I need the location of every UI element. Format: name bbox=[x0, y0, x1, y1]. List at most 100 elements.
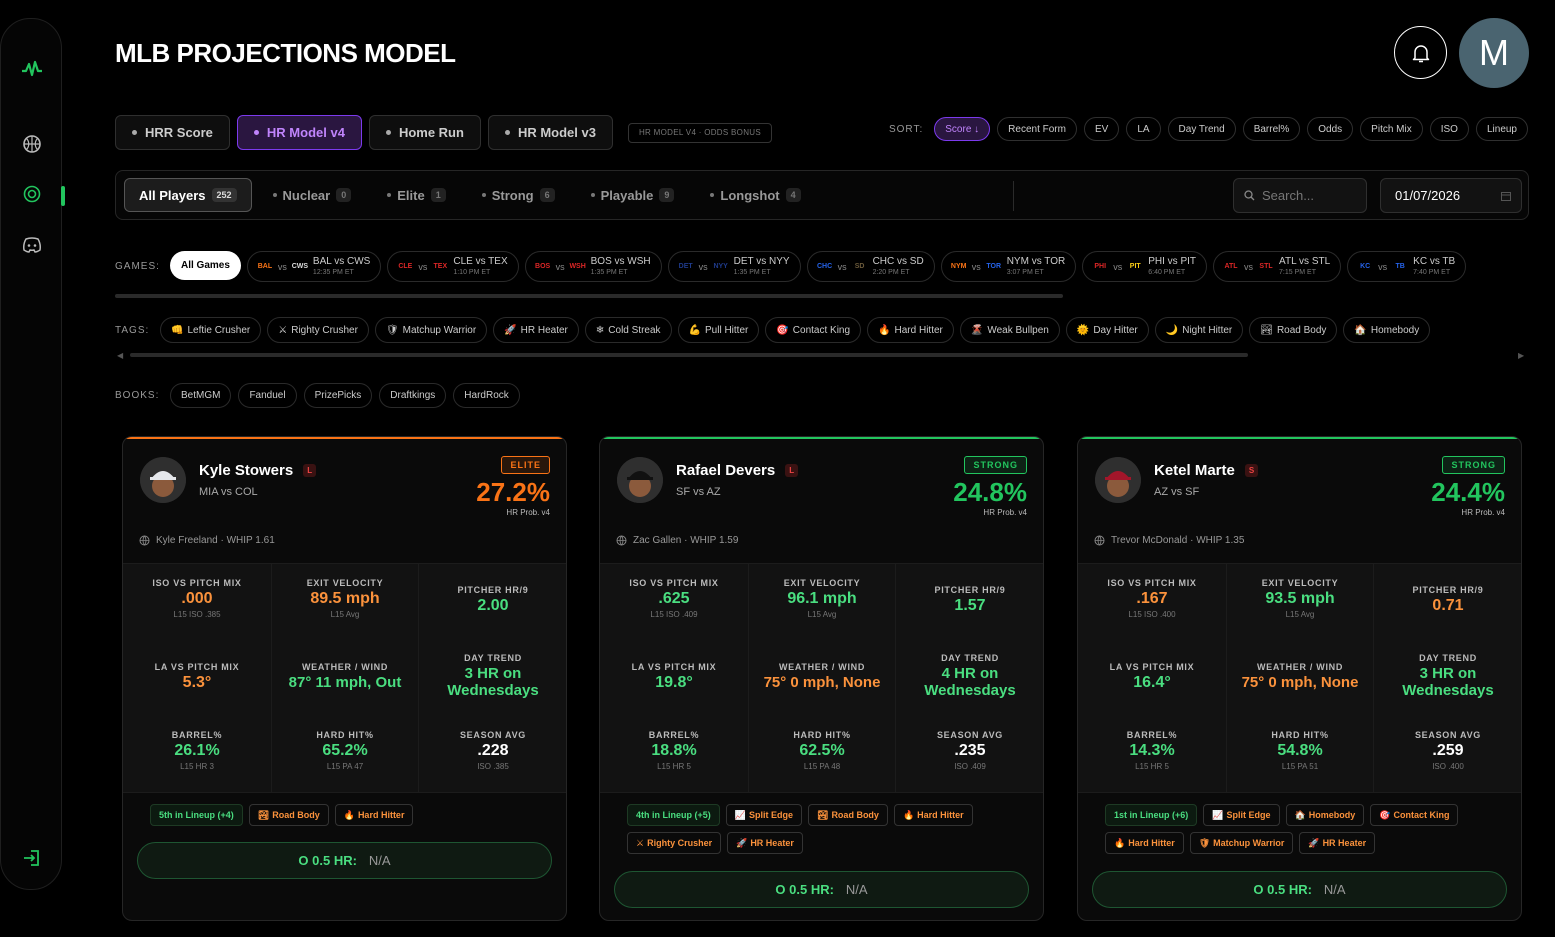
sort-ev[interactable]: EV bbox=[1083, 117, 1120, 141]
book-hardrock[interactable]: HardRock bbox=[453, 383, 520, 408]
tag-label: 5th in Lineup (+4) bbox=[159, 810, 234, 820]
stat-value: 96.1 mph bbox=[787, 590, 857, 607]
tab-hrr-score[interactable]: HRR Score bbox=[115, 115, 230, 150]
user-avatar[interactable]: M bbox=[1459, 18, 1529, 88]
basketball-icon[interactable] bbox=[20, 132, 44, 156]
team-logo-icon: STL bbox=[1259, 263, 1273, 270]
tag-chip[interactable]: 🎯 Contact King bbox=[765, 317, 862, 343]
tab-hr-model-v4[interactable]: HR Model v4 bbox=[236, 115, 362, 150]
tag-label: Road Body bbox=[831, 810, 879, 820]
tier-playable[interactable]: Playable 9 bbox=[576, 178, 690, 212]
book-fanduel[interactable]: Fanduel bbox=[238, 383, 297, 408]
sort-recent-form[interactable]: Recent Form bbox=[997, 117, 1077, 141]
game-time: 1:10 PM ET bbox=[453, 269, 491, 276]
scroll-right-icon[interactable]: ▶ bbox=[1518, 351, 1525, 360]
odds-bonus-badge: HR MODEL V4 · ODDS BONUS bbox=[627, 122, 772, 143]
player-tag: 📈 Split Edge bbox=[725, 804, 802, 826]
tag-chip[interactable]: 🛡 Matchup Warrior bbox=[374, 317, 488, 343]
target-icon[interactable] bbox=[20, 182, 44, 206]
sort-la[interactable]: LA bbox=[1126, 117, 1161, 141]
stat-value: 18.8% bbox=[651, 742, 697, 759]
stat-sub: ISO .409 bbox=[954, 762, 986, 772]
stat-value: .000 bbox=[181, 590, 213, 607]
discord-icon[interactable] bbox=[20, 233, 44, 257]
date-picker[interactable]: 01/07/2026 bbox=[1380, 178, 1522, 213]
search-input[interactable]: Search... bbox=[1233, 178, 1367, 213]
game-chip[interactable]: BAL vs CWS BAL vs CWS 12:35 PM ET bbox=[246, 251, 382, 282]
tier-longshot[interactable]: Longshot 4 bbox=[695, 178, 815, 212]
tag-chip[interactable]: ⚔ Righty Crusher bbox=[267, 317, 369, 343]
games-scrollbar[interactable] bbox=[115, 294, 1063, 298]
team-logo-icon: TOR bbox=[986, 263, 1002, 270]
stat-pitcher-hr9: PITCHER HR/9 1.57 bbox=[896, 585, 1043, 615]
player-avatar bbox=[140, 457, 186, 503]
tier-elite[interactable]: Elite 1 bbox=[372, 178, 460, 212]
over-hr-button[interactable]: O 0.5 HR: N/A bbox=[1092, 871, 1507, 908]
tag-label: 4th in Lineup (+5) bbox=[636, 810, 711, 820]
tag-label: Leftie Crusher bbox=[187, 324, 251, 336]
player-name: Kyle Stowers L bbox=[199, 462, 317, 479]
tag-chip[interactable]: 🌋 Weak Bullpen bbox=[959, 317, 1060, 343]
sort-barrel[interactable]: Barrel% bbox=[1242, 117, 1301, 141]
tag-icon: 🏞 bbox=[817, 809, 829, 820]
tag-chip[interactable]: 🌙 Night Hitter bbox=[1154, 317, 1244, 343]
game-chip[interactable]: DET vs NYY DET vs NYY 1:35 PM ET bbox=[667, 251, 801, 282]
sort-score[interactable]: Score ↓ bbox=[934, 117, 991, 141]
tag-chip[interactable]: 🔥 Hard Hitter bbox=[867, 317, 954, 343]
tag-icon: 👊 bbox=[171, 324, 184, 336]
player-tag: 🛡 Matchup Warrior bbox=[1189, 832, 1294, 854]
tab-hr-model-v3[interactable]: HR Model v3 bbox=[487, 115, 613, 150]
tag-chip[interactable]: 🏞 Road Body bbox=[1249, 317, 1338, 343]
tag-label: Homebody bbox=[1370, 324, 1420, 336]
tab-home-run[interactable]: Home Run bbox=[368, 115, 481, 150]
tier-nuclear[interactable]: Nuclear 0 bbox=[258, 178, 367, 212]
tag-chip[interactable]: 🏠 Homebody bbox=[1343, 317, 1431, 343]
tier-all-players[interactable]: All Players 252 bbox=[124, 178, 252, 212]
scroll-left-icon[interactable]: ◀ bbox=[117, 351, 124, 360]
tag-chip[interactable]: 💪 Pull Hitter bbox=[677, 317, 760, 343]
book-draftkings[interactable]: Draftkings bbox=[379, 383, 447, 408]
player-card[interactable]: Rafael Devers L SF vs AZ STRONG 24.8% HR Prob… bbox=[599, 436, 1044, 921]
logo-icon[interactable] bbox=[20, 57, 44, 81]
hr-probability: 24.8% bbox=[953, 477, 1027, 507]
tag-chip[interactable]: 🌞 Day Hitter bbox=[1065, 317, 1149, 343]
game-chip[interactable]: KC vs TB KC vs TB 7:40 PM ET bbox=[1347, 251, 1467, 282]
over-hr-label: O 0.5 HR: bbox=[298, 853, 357, 868]
book-betmgm[interactable]: BetMGM bbox=[170, 383, 232, 408]
game-chip[interactable]: CLE vs TEX CLE vs TEX 1:10 PM ET bbox=[387, 251, 519, 282]
game-chip[interactable]: PHI vs PIT PHI vs PIT 6:40 PM ET bbox=[1082, 251, 1208, 282]
all-games-button[interactable]: All Games bbox=[170, 251, 241, 280]
over-hr-button[interactable]: O 0.5 HR: N/A bbox=[614, 871, 1029, 908]
game-chip[interactable]: BOS vs WSH BOS vs WSH 1:35 PM ET bbox=[524, 251, 662, 282]
tag-label: Righty Crusher bbox=[291, 324, 358, 336]
handedness-badge: L bbox=[785, 464, 799, 477]
team-logo-icon: BOS bbox=[535, 263, 551, 270]
over-hr-button[interactable]: O 0.5 HR: N/A bbox=[137, 842, 552, 879]
player-card[interactable]: Ketel Marte S AZ vs SF STRONG 24.4% HR Prob. … bbox=[1077, 436, 1522, 921]
stat-weather: WEATHER / WIND 75° 0 mph, None bbox=[1227, 662, 1373, 691]
stat-column: ISO VS PITCH MIX .167 L15 ISO .400 LA VS PI… bbox=[1078, 564, 1226, 792]
logout-icon[interactable] bbox=[20, 846, 44, 870]
tag-chip[interactable]: 🚀 HR Heater bbox=[493, 317, 579, 343]
tags-scrollbar[interactable] bbox=[130, 353, 1248, 357]
stat-column: PITCHER HR/9 0.71 DAY TREND 3 HR on Wednesd… bbox=[1374, 564, 1521, 792]
book-prizepicks[interactable]: PrizePicks bbox=[303, 383, 373, 408]
sort-pitch-mix[interactable]: Pitch Mix bbox=[1360, 117, 1423, 141]
tier-strong[interactable]: Strong 6 bbox=[467, 178, 570, 212]
game-chip[interactable]: CHC vs SD CHC vs SD 2:20 PM ET bbox=[806, 251, 935, 282]
sort-iso[interactable]: ISO bbox=[1429, 117, 1469, 141]
stat-label: LA VS PITCH MIX bbox=[154, 662, 240, 672]
search-icon bbox=[1244, 190, 1255, 201]
tag-chip[interactable]: ❄ Cold Streak bbox=[584, 317, 672, 343]
sort-day-trend[interactable]: Day Trend bbox=[1167, 117, 1236, 141]
card-accent bbox=[1078, 437, 1521, 439]
stat-sub: L15 ISO .400 bbox=[1128, 610, 1176, 620]
sort-odds[interactable]: Odds bbox=[1307, 117, 1354, 141]
notifications-button[interactable] bbox=[1394, 26, 1447, 79]
game-chip[interactable]: ATL vs STL ATL vs STL 7:15 PM ET bbox=[1213, 251, 1342, 282]
tag-chip[interactable]: 👊 Leftie Crusher bbox=[160, 317, 262, 343]
player-card[interactable]: Kyle Stowers L MIA vs COL ELITE 27.2% HR Prob… bbox=[122, 436, 567, 921]
game-chip[interactable]: NYM vs TOR NYM vs TOR 3:07 PM ET bbox=[940, 251, 1077, 282]
stat-hard-hit: HARD HIT% 54.8% L15 PA 51 bbox=[1227, 730, 1373, 771]
sort-lineup[interactable]: Lineup bbox=[1475, 117, 1528, 141]
